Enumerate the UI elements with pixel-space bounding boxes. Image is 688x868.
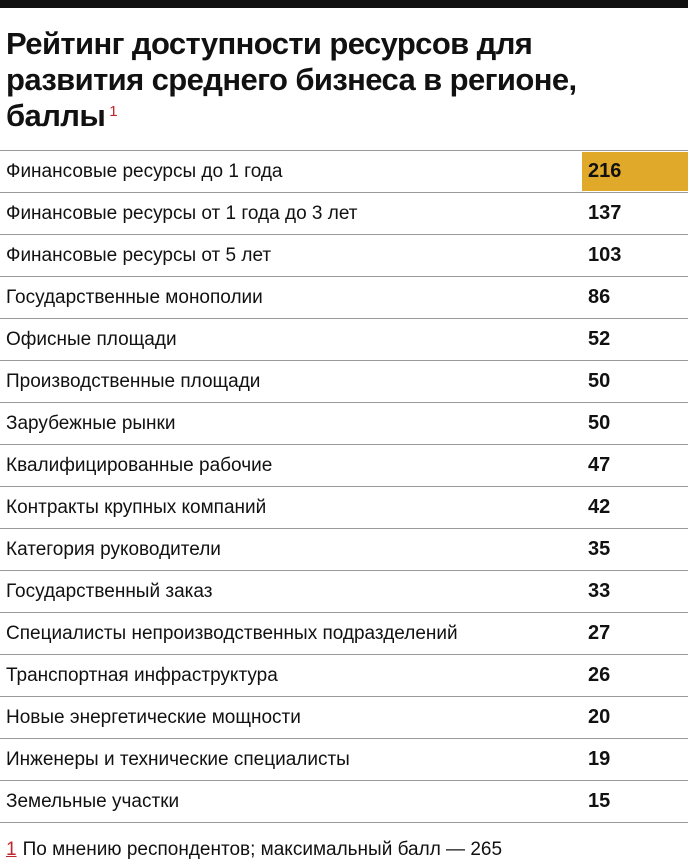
row-value: 137 <box>588 202 622 224</box>
row-label: Государственный заказ <box>6 581 213 602</box>
row-value: 15 <box>588 790 611 812</box>
table-row: Зарубежные рынки 50 <box>0 403 688 445</box>
top-bar <box>0 0 688 8</box>
row-value: 52 <box>588 328 611 350</box>
row-label: Финансовые ресурсы от 5 лет <box>6 245 272 266</box>
row-value: 33 <box>588 580 611 602</box>
row-value: 19 <box>588 748 611 770</box>
table-row: Специалисты непроизводственных подраздел… <box>0 613 688 655</box>
table-row: Финансовые ресурсы до 1 года 216 <box>0 151 688 193</box>
row-label: Транспортная инфраструктура <box>6 665 278 686</box>
row-label: Земельные участки <box>6 791 180 812</box>
row-label: Категория руководители <box>6 539 221 560</box>
title: Рейтинг доступности ресурсов для развити… <box>6 26 676 134</box>
row-label: Инженеры и технические специалисты <box>6 749 350 770</box>
footnote-mark: 1 <box>6 839 17 860</box>
row-label: Квалифицированные рабочие <box>6 455 273 476</box>
row-value: 50 <box>588 370 611 392</box>
row-label: Зарубежные рынки <box>6 413 176 434</box>
title-text: Рейтинг доступности ресурсов для развити… <box>6 26 577 133</box>
table-row: Государственный заказ 33 <box>0 571 688 613</box>
footnote-text: По мнению респондентов; максимальный бал… <box>22 839 503 860</box>
table-row: Контракты крупных компаний 42 <box>0 487 688 529</box>
footnote: 1 По мнению респондентов; максимальный ба… <box>6 838 502 862</box>
row-label: Контракты крупных компаний <box>6 497 267 518</box>
table-row: Земельные участки 15 <box>0 781 688 823</box>
row-value: 103 <box>588 244 622 266</box>
table-row: Государственные монополии 86 <box>0 277 688 319</box>
table-row: Финансовые ресурсы от 5 лет 103 <box>0 235 688 277</box>
row-label: Специалисты непроизводственных подраздел… <box>6 623 458 644</box>
table-row: Финансовые ресурсы от 1 года до 3 лет 137 <box>0 193 688 235</box>
table-row: Производственные площади 50 <box>0 361 688 403</box>
row-value: 26 <box>588 664 611 686</box>
table-row: Инженеры и технические специалисты 19 <box>0 739 688 781</box>
table-row: Транспортная инфраструктура 26 <box>0 655 688 697</box>
table-row: Офисные площади 52 <box>0 319 688 361</box>
row-value: 42 <box>588 496 611 518</box>
row-label: Новые энергетические мощности <box>6 707 301 728</box>
row-label: Финансовые ресурсы от 1 года до 3 лет <box>6 203 358 224</box>
table-row: Квалифицированные рабочие 47 <box>0 445 688 487</box>
row-value: 86 <box>588 286 611 308</box>
row-label: Финансовые ресурсы до 1 года <box>6 161 283 182</box>
table-row: Новые энергетические мощности 20 <box>0 697 688 739</box>
row-value: 35 <box>588 538 611 560</box>
table: Финансовые ресурсы до 1 года 216 Финансовы… <box>0 150 688 823</box>
row-label: Государственные монополии <box>6 287 263 308</box>
row-value: 20 <box>588 706 611 728</box>
row-label: Производственные площади <box>6 371 261 392</box>
row-value: 27 <box>588 622 611 644</box>
row-value: 216 <box>582 152 688 191</box>
note-mark: 1 <box>109 103 118 120</box>
row-value: 50 <box>588 412 611 434</box>
row-label: Офисные площади <box>6 329 177 350</box>
row-value: 47 <box>588 454 611 476</box>
table-row: Категория руководители 35 <box>0 529 688 571</box>
